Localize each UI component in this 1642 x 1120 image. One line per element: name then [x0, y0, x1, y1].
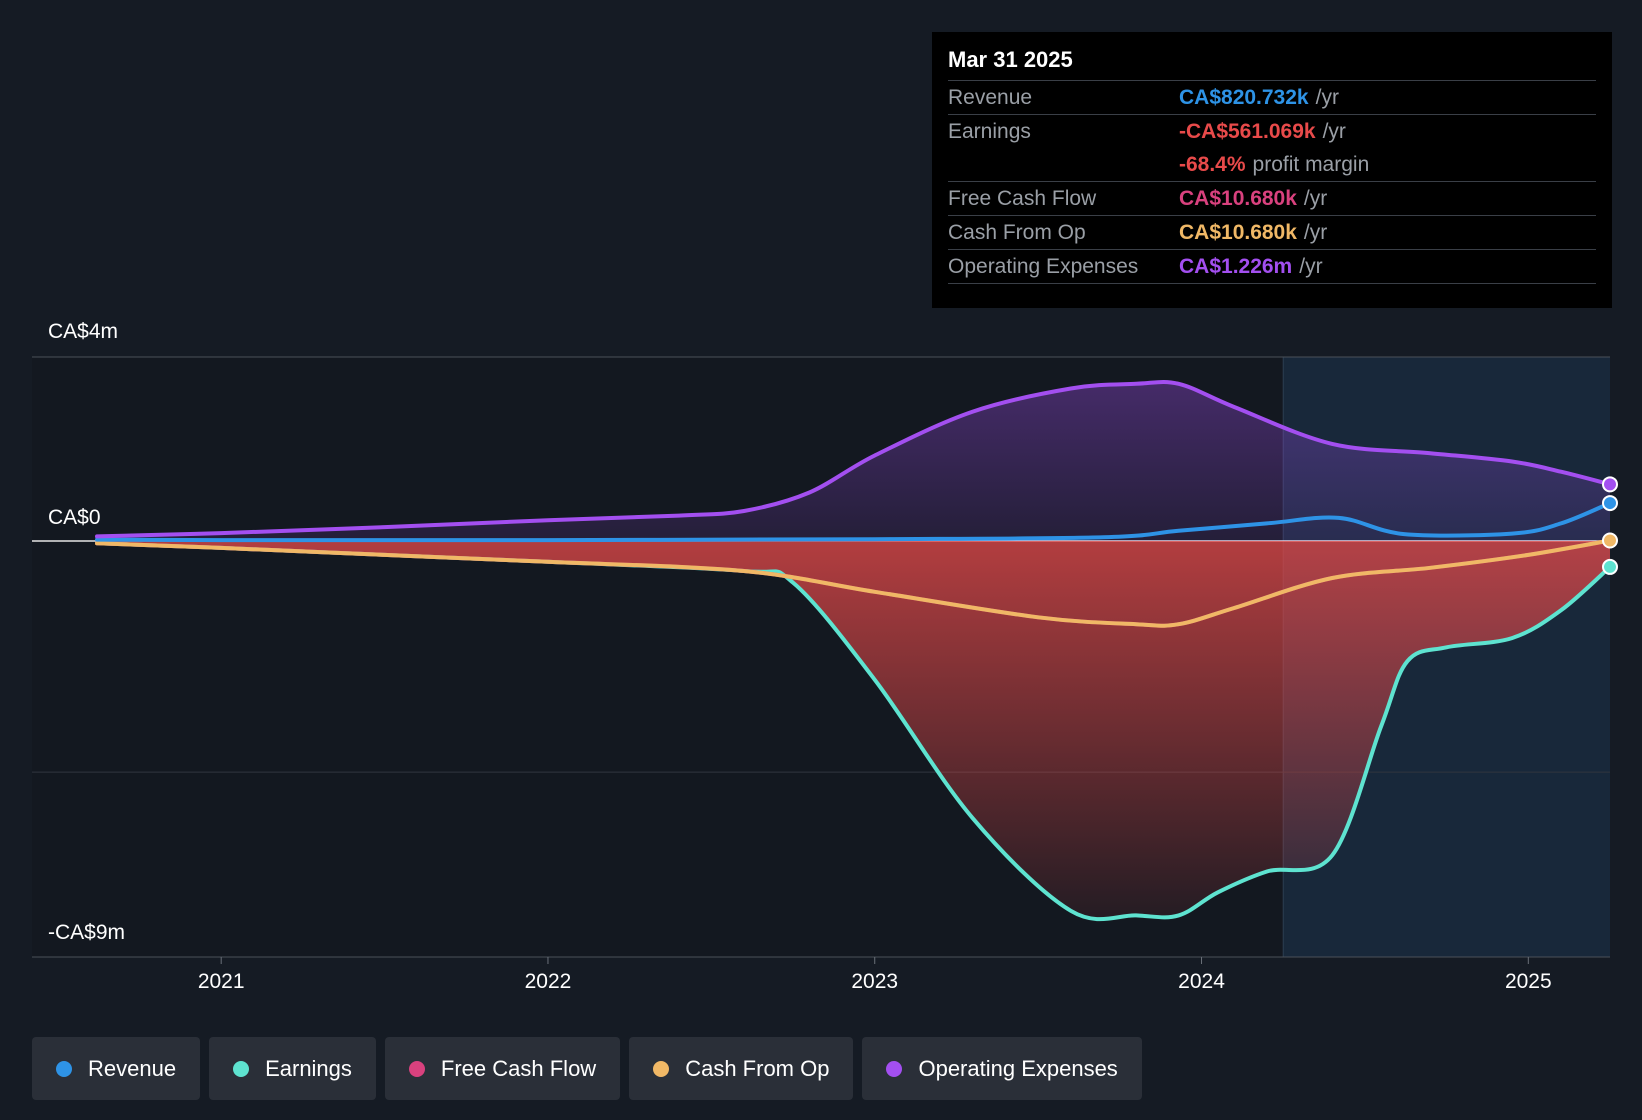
tooltip-unit: /yr	[1299, 255, 1323, 278]
tooltip-value: -CA$561.069k	[1179, 120, 1316, 143]
x-tick-label: 2025	[1504, 970, 1552, 993]
tooltip-row-cfo: Cash From Op CA$10.680k /yr	[948, 216, 1596, 250]
tooltip-unit: profit margin	[1252, 153, 1370, 176]
tooltip-label: Revenue	[948, 86, 1033, 109]
legend-dot-icon	[408, 1060, 425, 1077]
tooltip-unit: /yr	[1303, 221, 1328, 244]
tooltip-row-opex: Operating Expenses CA$1.226m /yr	[948, 250, 1596, 284]
legend-label: Revenue	[88, 1055, 177, 1081]
line-cash-from-op	[95, 538, 1612, 628]
legend-label: Free Cash Flow	[440, 1055, 597, 1081]
y-label-zero: CA$0	[48, 506, 101, 529]
tooltip-label: Free Cash Flow	[948, 187, 1097, 210]
tooltip-panel: Mar 31 2025 Revenue CA$820.732k /yr Earn…	[932, 32, 1612, 308]
tooltip-unit: /yr	[1322, 120, 1346, 143]
legend-item-operating-expenses[interactable]: Operating Expenses	[862, 1037, 1142, 1100]
legend-dot-icon	[56, 1060, 72, 1077]
tooltip-row-margin: -68.4% profit margin	[948, 148, 1596, 182]
legend-item-revenue[interactable]: Revenue	[32, 1037, 201, 1100]
tooltip-value: CA$10.680k	[1179, 187, 1297, 210]
end-point-revenue	[1602, 495, 1618, 512]
tooltip-row-revenue: Revenue CA$820.732k /yr	[948, 81, 1596, 115]
area-earnings	[97, 541, 1610, 920]
tooltip-date: Mar 31 2025	[948, 46, 1596, 81]
legend-item-cash-from-op[interactable]: Cash From Op	[629, 1037, 854, 1100]
legend-label: Earnings	[265, 1055, 352, 1081]
legend-dot-icon	[233, 1060, 250, 1077]
tooltip-unit: /yr	[1303, 187, 1328, 210]
end-point-cash-from-op	[1602, 532, 1618, 549]
tooltip-label: Earnings	[948, 120, 1031, 143]
line-revenue	[95, 501, 1612, 543]
legend-item-free-cash-flow[interactable]: Free Cash Flow	[384, 1037, 621, 1100]
tooltip-unit: /yr	[1315, 86, 1339, 109]
tooltip-label: Cash From Op	[948, 221, 1086, 244]
end-point-earnings	[1602, 558, 1618, 575]
legend-dot-icon	[653, 1060, 670, 1077]
y-label-top: CA$4m	[48, 320, 119, 343]
line-operating-expenses	[95, 379, 1612, 539]
x-tick-label: 2022	[524, 970, 572, 993]
x-tick-label: 2021	[197, 970, 245, 993]
legend-dot-icon	[886, 1060, 903, 1077]
tooltip-row-fcf: Free Cash Flow CA$10.680k /yr	[948, 182, 1596, 216]
legend: Revenue Earnings Free Cash Flow Cash Fro…	[32, 1037, 1151, 1100]
tooltip-value: CA$820.732k	[1179, 86, 1309, 109]
x-tick-label: 2024	[1178, 970, 1225, 993]
legend-label: Operating Expenses	[918, 1055, 1118, 1081]
tooltip-row-earnings: Earnings -CA$561.069k /yr	[948, 115, 1596, 148]
tooltip-value: CA$10.680k	[1179, 221, 1297, 244]
end-point-operating-expenses	[1602, 476, 1618, 493]
x-tick-label: 2023	[851, 970, 899, 993]
tooltip-label	[948, 148, 1179, 181]
tooltip-value: -68.4%	[1179, 153, 1246, 176]
legend-item-earnings[interactable]: Earnings	[209, 1037, 376, 1100]
tooltip-label: Operating Expenses	[948, 255, 1139, 278]
legend-label: Cash From Op	[685, 1055, 830, 1081]
y-label-bottom: -CA$9m	[48, 921, 126, 944]
area-operating-expenses	[97, 381, 1610, 541]
tooltip-value: CA$1.226m	[1179, 255, 1293, 278]
